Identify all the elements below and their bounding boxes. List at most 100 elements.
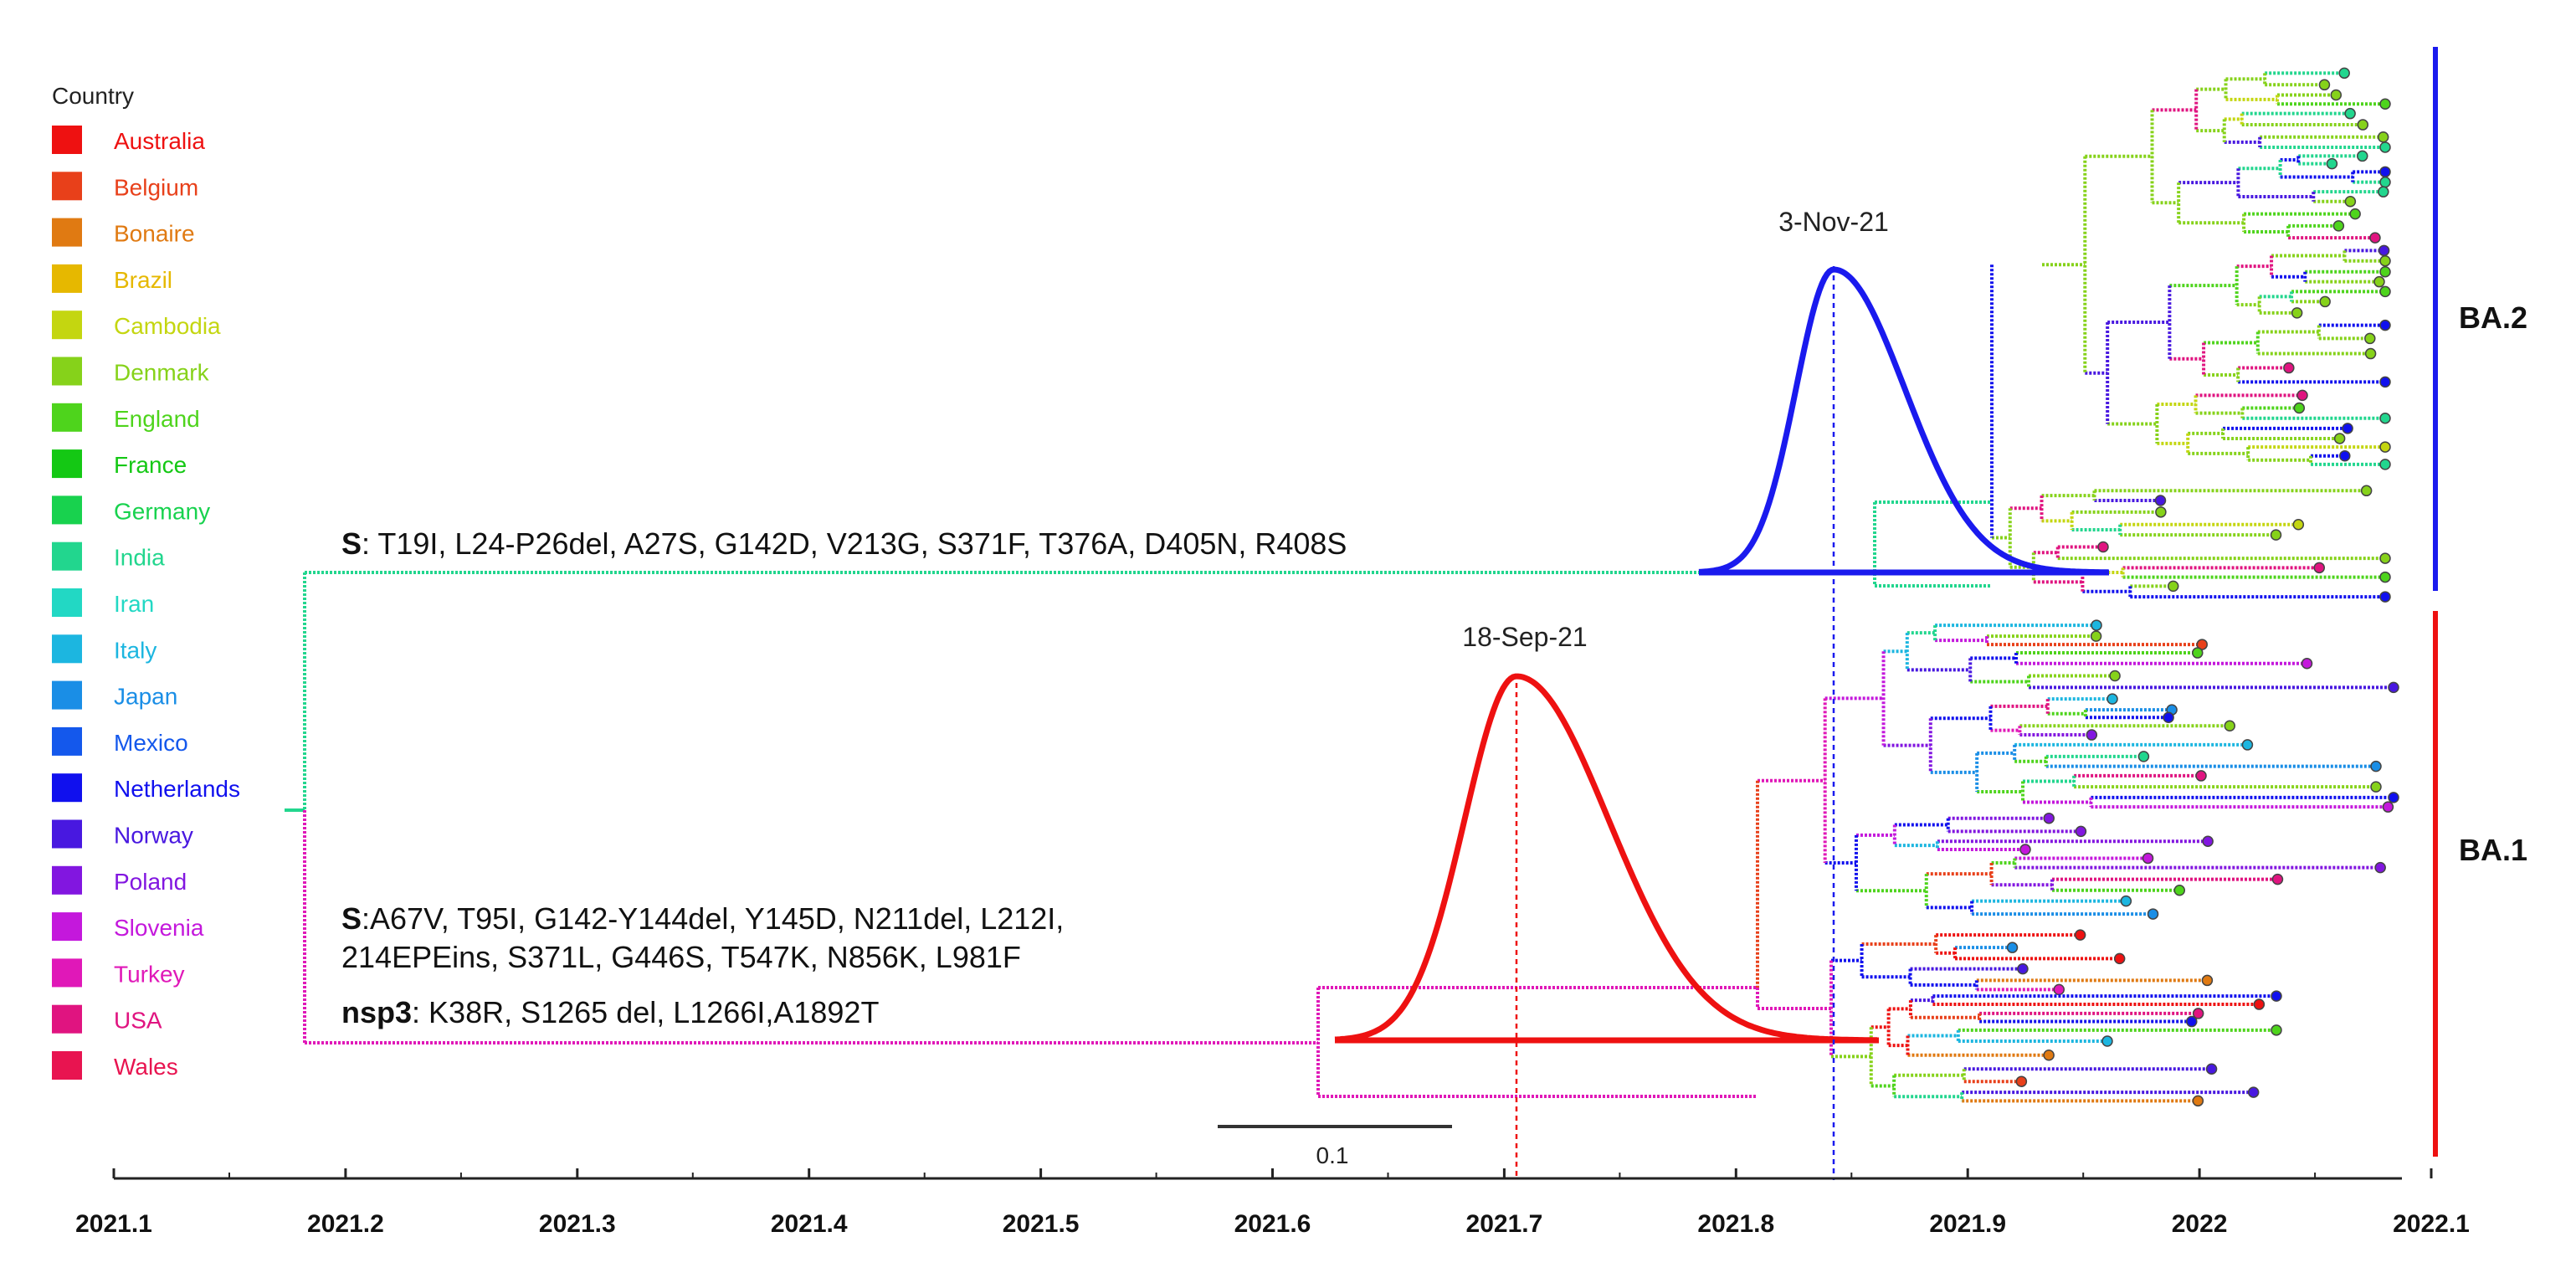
tree-tip xyxy=(2379,376,2391,388)
legend-title: Country xyxy=(52,83,134,109)
tree-tip xyxy=(2043,812,2055,824)
tree-tip xyxy=(2271,873,2284,885)
legend-item: India xyxy=(52,541,165,571)
tree-tip xyxy=(2379,441,2391,453)
legend-label: USA xyxy=(114,1008,162,1034)
tree-tip xyxy=(2205,1063,2218,1075)
legend-item: Iran xyxy=(52,588,154,617)
legend-label: India xyxy=(114,545,165,571)
tree-tip xyxy=(2192,647,2204,659)
legend-item: Mexico xyxy=(52,726,188,756)
tree-tip xyxy=(2313,562,2326,574)
tree-tip xyxy=(2301,658,2313,670)
legend-swatch xyxy=(52,126,82,154)
tree-tip xyxy=(2379,98,2391,110)
legend-item: USA xyxy=(52,1004,162,1034)
phylogenetic-tree xyxy=(1316,67,2399,1107)
tree-tip xyxy=(2155,506,2167,518)
tree-tip xyxy=(2379,266,2391,278)
tree-tip xyxy=(2163,711,2174,724)
time-axis-ticks: 2021.1 2021.2 2021.3 2021.4 2021.5 2021.6 2021… xyxy=(75,1168,2470,1238)
tree-tip xyxy=(2370,760,2382,772)
tree-tip xyxy=(2373,275,2385,288)
tree-tip xyxy=(2291,307,2303,319)
legend-item: Netherlands xyxy=(52,773,240,803)
legend-label: Slovenia xyxy=(114,915,204,941)
scale-bar-label: 0.1 xyxy=(1316,1142,1349,1168)
legend-label: England xyxy=(114,406,200,432)
tree-tip xyxy=(2382,801,2394,813)
tree-tip xyxy=(2379,141,2391,153)
tree-tip xyxy=(2379,254,2391,267)
tree-tip xyxy=(2379,166,2391,178)
axis-tick-label: 2022.1 xyxy=(2393,1210,2470,1238)
axis-tick-label: 2021.2 xyxy=(307,1210,384,1238)
tree-tip xyxy=(2253,998,2266,1010)
tree-tip xyxy=(2377,131,2389,143)
axis-tick-label: 2021.8 xyxy=(1697,1210,1774,1238)
legend-label: Cambodia xyxy=(114,313,221,339)
legend-swatch xyxy=(52,773,82,803)
legend-label: Mexico xyxy=(114,730,188,756)
ba2-clade-label: BA.2 xyxy=(2459,300,2527,335)
tree-tip xyxy=(2330,89,2343,101)
tree-tip xyxy=(2379,591,2391,603)
legend-item: Cambodia xyxy=(52,311,221,340)
legend-item: England xyxy=(52,403,200,432)
legend-item: Turkey xyxy=(52,958,185,988)
tree-tip xyxy=(2338,67,2350,80)
root-branches xyxy=(285,571,1716,1044)
legend-item: Australia xyxy=(52,126,205,154)
axis-tick-label: 2021.6 xyxy=(1234,1210,1311,1238)
legend-label: Netherlands xyxy=(114,776,240,802)
tree-tip xyxy=(2270,529,2282,541)
ba1-mutation-list-1: :A67V, T95I, G142-Y144del, Y145D, N211de… xyxy=(362,901,1064,936)
legend-swatch xyxy=(52,172,82,201)
tree-tip xyxy=(2017,962,2029,975)
legend-item: France xyxy=(52,449,187,479)
axis-tick-label: 2021.4 xyxy=(771,1210,848,1238)
tree-tip xyxy=(2326,157,2338,170)
tree-tip xyxy=(2019,844,2031,855)
legend-swatch xyxy=(52,541,82,571)
ba1-mutations-line2: 214EPEins, S371L, G446S, T547K, N856K, L… xyxy=(341,940,1021,974)
tree-tip xyxy=(2109,670,2121,682)
tree-tip xyxy=(2292,519,2305,531)
axis-tick-label: 2021.7 xyxy=(1466,1210,1543,1238)
legend-item: Norway xyxy=(52,819,193,849)
legend-label: Germany xyxy=(114,498,210,524)
tree-tip xyxy=(2388,792,2399,803)
legend-label: Turkey xyxy=(114,961,185,987)
legend-swatch xyxy=(52,264,82,293)
legend-label: France xyxy=(114,452,187,478)
tree-tip xyxy=(2192,1095,2204,1107)
tree-tip xyxy=(2374,861,2386,874)
legend-swatch xyxy=(52,311,82,340)
tree-tip xyxy=(2349,208,2361,220)
legend-swatch xyxy=(52,726,82,756)
tree-tip xyxy=(2075,825,2087,838)
legend-label: Bonaire xyxy=(114,221,195,247)
tree-tip xyxy=(2074,929,2086,941)
tree-tip xyxy=(2283,362,2295,374)
legend-swatch xyxy=(52,819,82,849)
legend-items: Australia Belgium Bonaire Brazil Cambodia Den… xyxy=(52,126,240,1080)
tree-tip xyxy=(2339,449,2351,462)
tree-tip xyxy=(2147,908,2159,920)
tree-tip xyxy=(2113,952,2126,965)
tree-tip xyxy=(2137,751,2150,762)
tree-tip xyxy=(2364,347,2377,360)
legend-label: Wales xyxy=(114,1054,178,1080)
tree-tip xyxy=(2120,895,2132,907)
ba1-density-curve xyxy=(1334,673,1877,1044)
ba2-mutations: S: T19I, L24-P26del, A27S, G142D, V213G,… xyxy=(341,526,1347,561)
tree-tip xyxy=(2015,1075,2028,1087)
tree-tip xyxy=(2364,332,2376,345)
tree-tip xyxy=(2271,990,2282,1002)
ba1-mutations-line3: nsp3: K38R, S1265 del, L1266I,A1892T xyxy=(341,995,879,1029)
tree-tip xyxy=(2378,186,2389,198)
tree-tip xyxy=(2091,619,2102,631)
legend-item: Belgium xyxy=(52,172,198,201)
legend-label: Poland xyxy=(114,869,187,895)
